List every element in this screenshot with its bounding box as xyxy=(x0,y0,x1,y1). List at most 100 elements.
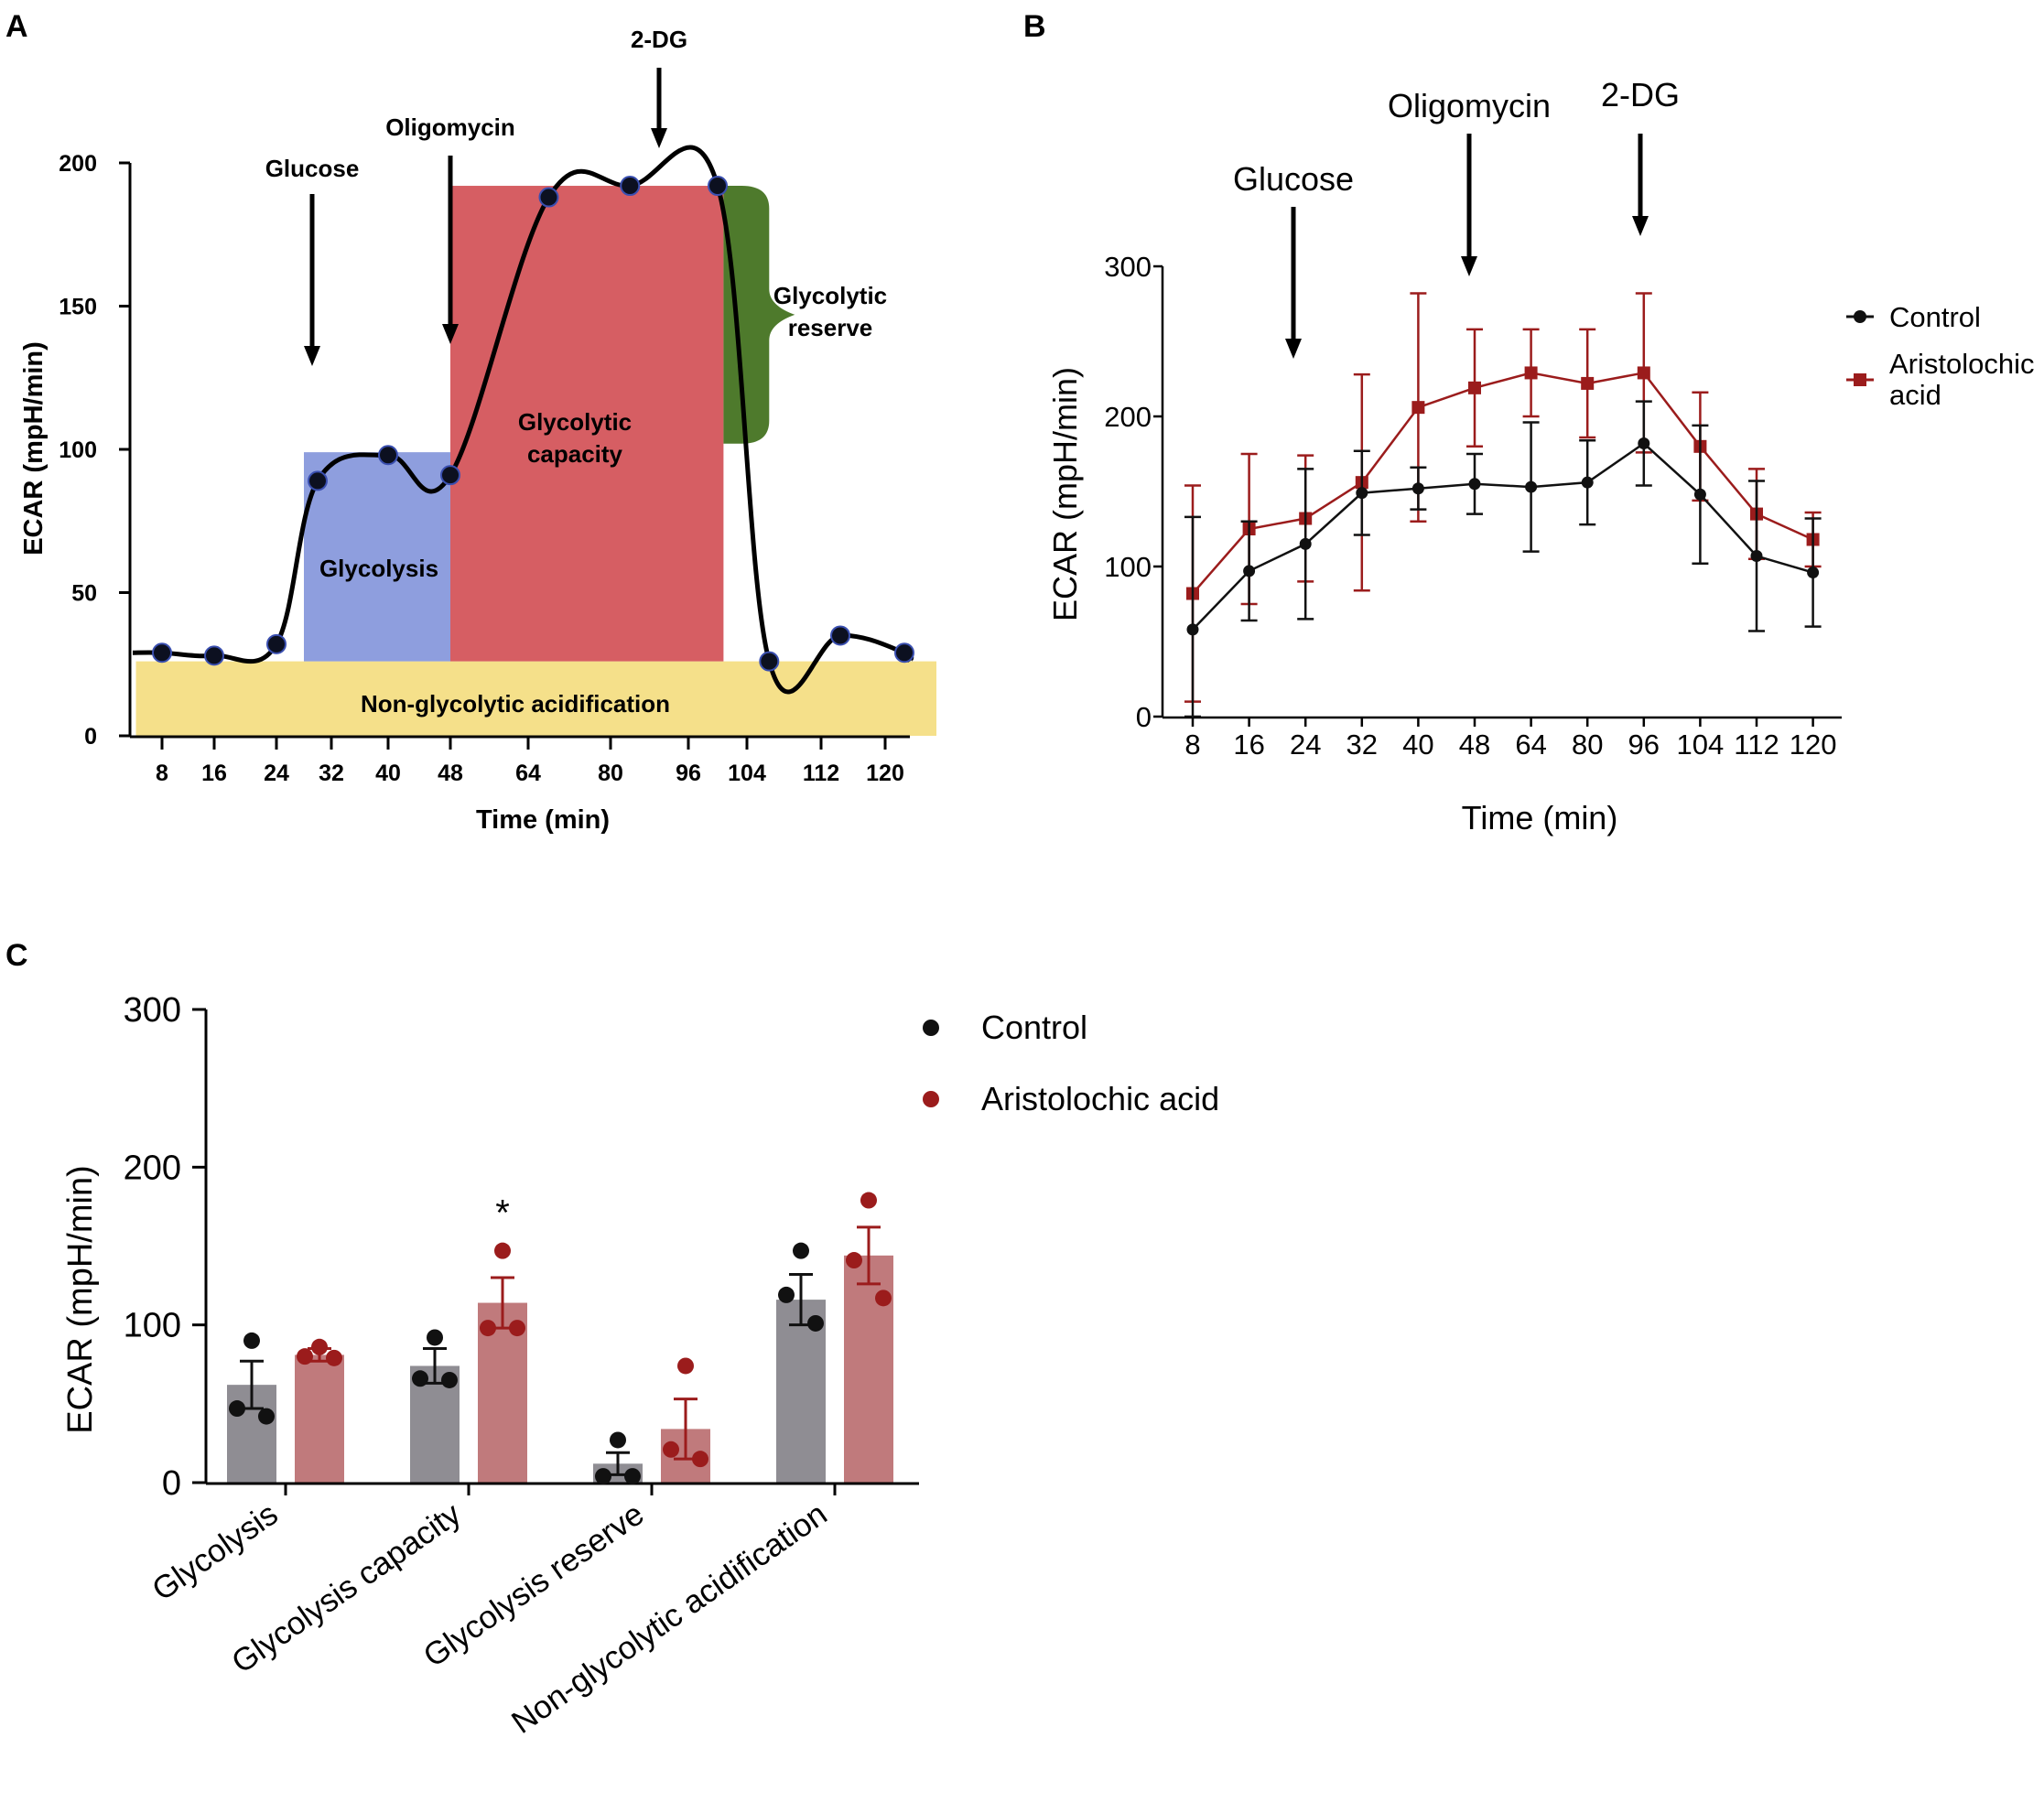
capacity-label-2: capacity xyxy=(527,440,623,468)
panel-c-label: C xyxy=(5,938,28,973)
panel-a-region-labels: Non-glycolytic acidification Glycolysis … xyxy=(319,282,887,718)
panel-b-annotation-0: Glucose xyxy=(1233,160,1354,198)
panel-a-point-6 xyxy=(538,187,559,208)
panel-a-xtick-label-48: 48 xyxy=(438,761,463,786)
panel-b-aa-point-5 xyxy=(1468,381,1481,394)
panel-b-xtick-label-24: 24 xyxy=(1290,728,1321,761)
panel-a-xtick-label-16: 16 xyxy=(201,761,227,786)
panel-c-control-point-2-2 xyxy=(624,1468,641,1485)
panel-c-axes: 0 100 200 300 xyxy=(124,991,919,1503)
significance-star: * xyxy=(495,1193,510,1234)
panel-b-annotation-2: 2-DG xyxy=(1601,76,1680,113)
panel-c-ytick-label-200: 200 xyxy=(124,1149,181,1187)
panel-c-aa-point-1-2 xyxy=(509,1320,525,1337)
panel-a-arrow-1-head xyxy=(442,324,459,344)
panel-a-axes: 0 50 100 150 200 8 16 24 32 40 48 64 80 96 104 112 120 xyxy=(59,151,910,786)
panel-b-annotations: Glucose Oligomycin 2-DG xyxy=(1233,76,1680,359)
panel-b-xtick-label-112: 112 xyxy=(1734,728,1779,761)
panel-c-control-point-3-0 xyxy=(793,1242,809,1259)
panel-c-legend: Control Aristolochic acid xyxy=(923,1009,1219,1117)
legend-c-aa-text: Aristolochic acid xyxy=(981,1080,1219,1117)
panel-a-xtick-label-80: 80 xyxy=(598,761,623,786)
reserve-label-2: reserve xyxy=(788,314,873,341)
panel-a-point-8 xyxy=(708,176,728,197)
panel-a-annotations: Glucose Oligomycin 2-DG xyxy=(265,26,687,366)
panel-a-xtick-label-32: 32 xyxy=(319,761,344,786)
legend-c-control-text: Control xyxy=(981,1009,1087,1046)
panel-a-point-9 xyxy=(759,651,780,672)
panel-c-ytick-label-0: 0 xyxy=(162,1464,181,1503)
panel-c-control-point-3-2 xyxy=(807,1314,824,1332)
legend-b-control-text: Control xyxy=(1889,301,1981,333)
panel-b-control-point-2 xyxy=(1299,537,1312,550)
capacity-label-1: Glycolytic xyxy=(518,408,632,436)
panel-b-control-point-3 xyxy=(1356,487,1368,500)
panel-b-arrow-1-head xyxy=(1461,256,1477,276)
panel-b-xtick-label-40: 40 xyxy=(1402,728,1433,761)
panel-a-xtick-label-8: 8 xyxy=(156,761,168,786)
panel-a-curve xyxy=(132,145,914,695)
panel-b-axes: 0 100 200 300 8 16 24 32 40 48 64 80 96 104 112 120 xyxy=(1104,251,1842,761)
panel-b-xtick-label-64: 64 xyxy=(1515,728,1546,761)
panel-c-control-point-0-2 xyxy=(258,1408,275,1425)
panel-a-point-5 xyxy=(440,465,460,486)
nonglyco-region xyxy=(135,661,936,736)
panel-b-aa-point-4 xyxy=(1411,401,1425,415)
panel-b-ytick-label-100: 100 xyxy=(1104,551,1152,583)
panel-b-annotation-1: Oligomycin xyxy=(1388,87,1551,124)
glycolysis-region xyxy=(304,452,450,662)
panel-a-annotation-0: Glucose xyxy=(265,155,360,182)
panel-b-control-point-7 xyxy=(1581,476,1594,489)
panel-a-ytick-label-0: 0 xyxy=(84,724,97,750)
panel-c-control-point-1-1 xyxy=(412,1370,428,1387)
panel-c-aa-bar-3 xyxy=(844,1255,893,1483)
panel-c-control-point-1-2 xyxy=(441,1371,458,1388)
panel-b-control-line xyxy=(1192,441,1813,631)
panel-b-control-point-8 xyxy=(1638,437,1650,450)
panel-a-point-3 xyxy=(308,470,328,491)
reserve-label-1: Glycolytic xyxy=(773,282,887,309)
panel-c-aa-point-3-1 xyxy=(846,1252,862,1269)
panel-a-point-0 xyxy=(152,642,172,664)
panel-a-ylabel: ECAR (mpH/min) xyxy=(19,341,49,556)
panel-c-control-point-2-1 xyxy=(595,1468,611,1485)
panel-b-arrow-0-head xyxy=(1285,339,1302,359)
legend-b-aa-text-2: acid xyxy=(1889,379,1941,411)
panel-c-control-point-2-0 xyxy=(610,1431,626,1449)
panel-a-ytick-label-100: 100 xyxy=(59,437,97,463)
panel-b-series xyxy=(1184,292,1822,718)
panel-a-point-2 xyxy=(266,633,287,654)
panel-b-xlabel: Time (min) xyxy=(1462,799,1618,836)
panel-b-xtick-label-120: 120 xyxy=(1790,728,1837,761)
panel-c-aa-point-1-0 xyxy=(494,1242,511,1259)
panel-c-ytick-label-100: 100 xyxy=(124,1307,181,1345)
legend-c-control-marker xyxy=(923,1020,939,1036)
panel-a-xtick-label-120: 120 xyxy=(866,761,904,786)
panel-b-control-point-9 xyxy=(1693,488,1706,501)
legend-b-control-marker xyxy=(1854,310,1866,323)
panel-b-arrow-2-head xyxy=(1632,216,1649,236)
panel-b: B 0 100 200 300 8 16 24 32 40 48 64 80 96 104 112 120 G… xyxy=(1023,9,2035,836)
panel-a-arrow-2-head xyxy=(651,128,667,148)
panel-b-control-point-5 xyxy=(1468,478,1481,491)
panel-c-ylabel: ECAR (mpH/min) xyxy=(61,1165,100,1433)
panel-a-label: A xyxy=(5,9,28,44)
panel-b-control-point-6 xyxy=(1525,480,1538,493)
panel-b-control-point-1 xyxy=(1243,565,1256,577)
panel-b-label: B xyxy=(1023,9,1046,44)
panel-c-control-point-3-1 xyxy=(778,1286,795,1303)
panel-b-ytick-label-200: 200 xyxy=(1104,401,1152,433)
panel-b-xtick-label-48: 48 xyxy=(1459,728,1490,761)
panel-b-ytick-label-300: 300 xyxy=(1104,251,1152,283)
panel-b-legend: Control Aristolochic acid xyxy=(1846,301,2035,411)
panel-a-xtick-label-112: 112 xyxy=(803,761,839,786)
panel-a-regions xyxy=(135,186,936,736)
panel-c-aa-point-2-1 xyxy=(663,1441,679,1458)
panel-b-xtick-label-96: 96 xyxy=(1628,728,1660,761)
panel-a-point-10 xyxy=(830,625,850,646)
panel-b-xtick-label-8: 8 xyxy=(1184,728,1200,761)
panel-b-control-point-0 xyxy=(1186,623,1199,636)
panel-c-points xyxy=(229,1192,892,1485)
